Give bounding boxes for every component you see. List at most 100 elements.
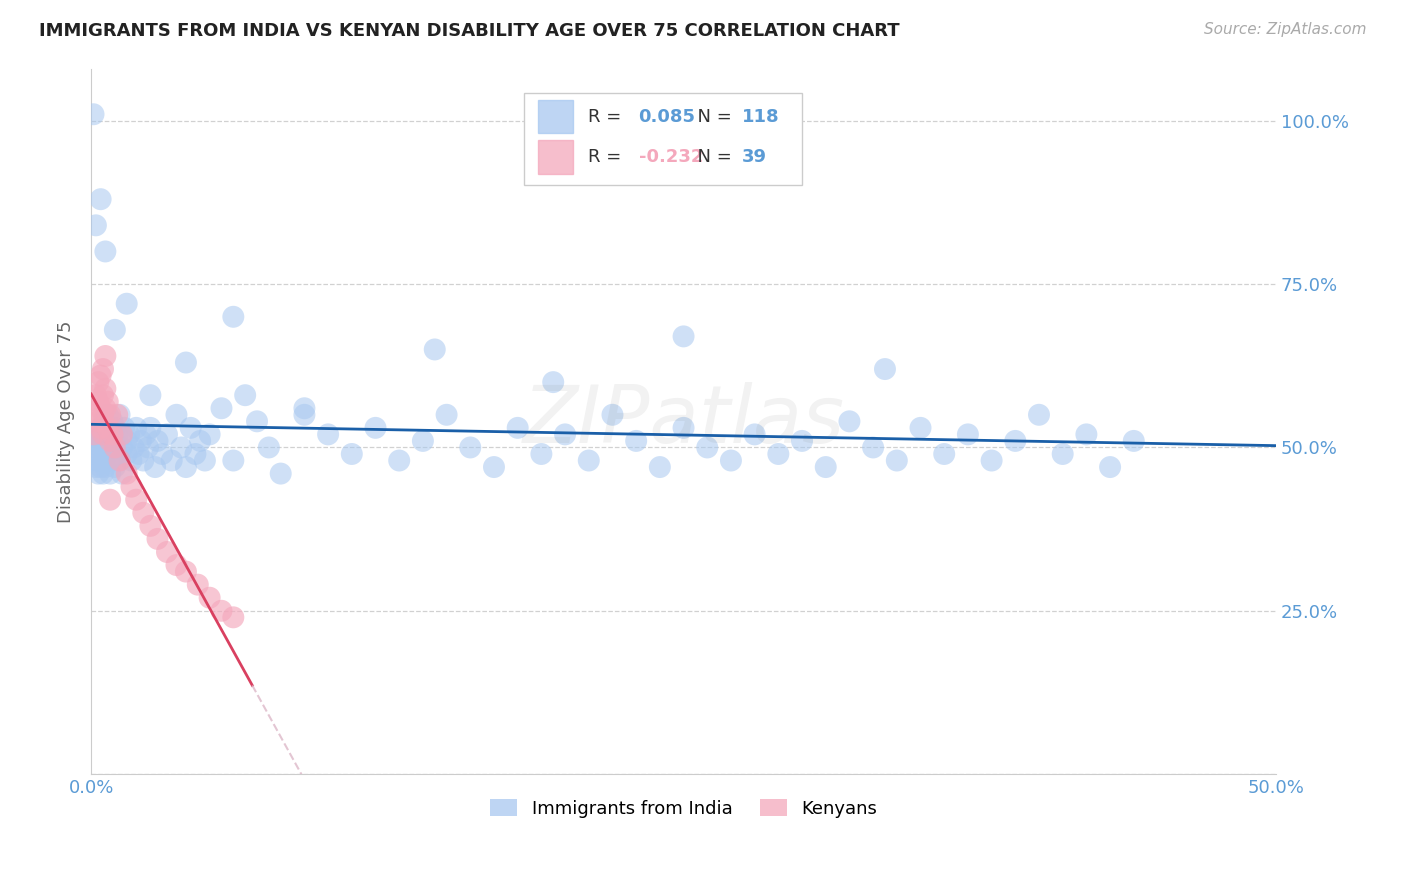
Point [132, 506, 155, 520]
Point [696, 441, 718, 455]
Text: R =: R = [588, 148, 627, 166]
Point [108, 408, 131, 422]
Point [105, 427, 128, 442]
Point [91, 362, 114, 376]
Point [744, 427, 766, 442]
Point [111, 467, 134, 481]
Point [1076, 427, 1098, 442]
Point [198, 427, 221, 442]
Text: 118: 118 [741, 108, 779, 126]
Point [1028, 408, 1050, 422]
Point [980, 453, 1002, 467]
Text: 0.085: 0.085 [638, 108, 696, 126]
Point [104, 441, 127, 455]
Point [90, 460, 112, 475]
Point [174, 460, 197, 475]
Point [87, 427, 110, 442]
Point [115, 447, 138, 461]
Point [115, 296, 138, 310]
Point [125, 492, 148, 507]
Point [108, 453, 131, 467]
Point [814, 460, 837, 475]
Point [458, 441, 481, 455]
Point [83, 453, 105, 467]
Point [294, 408, 316, 422]
Point [112, 421, 135, 435]
Point [84, 441, 107, 455]
Point [233, 388, 256, 402]
Text: -0.232: -0.232 [638, 148, 703, 166]
Point [87, 467, 110, 481]
Point [602, 408, 624, 422]
Point [91, 427, 114, 442]
Point [1052, 447, 1074, 461]
Point [541, 375, 564, 389]
Point [270, 467, 292, 481]
Point [122, 441, 145, 455]
Point [87, 394, 110, 409]
Point [90, 421, 112, 435]
Point [838, 414, 860, 428]
Point [84, 408, 107, 422]
Point [98, 453, 121, 467]
Point [1004, 434, 1026, 448]
Point [166, 558, 188, 572]
FancyBboxPatch shape [538, 140, 574, 174]
Point [886, 453, 908, 467]
Point [198, 591, 221, 605]
Point [624, 434, 647, 448]
Text: 39: 39 [741, 148, 766, 166]
Point [115, 467, 138, 481]
Point [160, 453, 183, 467]
Point [211, 401, 233, 416]
Point [862, 441, 884, 455]
Point [364, 421, 387, 435]
Text: N =: N = [686, 108, 737, 126]
Point [90, 192, 112, 206]
Point [104, 460, 127, 475]
Point [94, 244, 117, 259]
Point [104, 421, 127, 435]
Y-axis label: Disability Age Over 75: Disability Age Over 75 [58, 320, 75, 523]
Point [156, 545, 179, 559]
Point [139, 519, 162, 533]
Point [174, 355, 197, 369]
Point [340, 447, 363, 461]
Point [94, 460, 117, 475]
Text: Source: ZipAtlas.com: Source: ZipAtlas.com [1204, 22, 1367, 37]
Point [90, 368, 112, 383]
Point [139, 421, 162, 435]
Point [91, 453, 114, 467]
Point [156, 427, 179, 442]
FancyBboxPatch shape [523, 94, 801, 185]
Point [1099, 460, 1122, 475]
Point [91, 388, 114, 402]
Point [174, 565, 197, 579]
Point [187, 577, 209, 591]
Point [132, 453, 155, 467]
Point [129, 434, 152, 448]
Point [672, 421, 695, 435]
Point [87, 375, 110, 389]
Point [910, 421, 932, 435]
Point [143, 460, 166, 475]
Point [720, 453, 742, 467]
Point [150, 447, 173, 461]
Point [482, 460, 505, 475]
Point [98, 434, 121, 448]
Point [180, 421, 202, 435]
Point [222, 610, 245, 624]
Point [146, 532, 169, 546]
Point [222, 310, 245, 324]
Point [294, 401, 316, 416]
Point [146, 434, 169, 448]
Point [84, 219, 107, 233]
Point [115, 434, 138, 448]
Point [135, 427, 157, 442]
Text: R =: R = [588, 108, 627, 126]
Point [87, 453, 110, 467]
Point [104, 434, 127, 448]
Point [436, 408, 458, 422]
Point [170, 441, 193, 455]
Point [90, 421, 112, 435]
